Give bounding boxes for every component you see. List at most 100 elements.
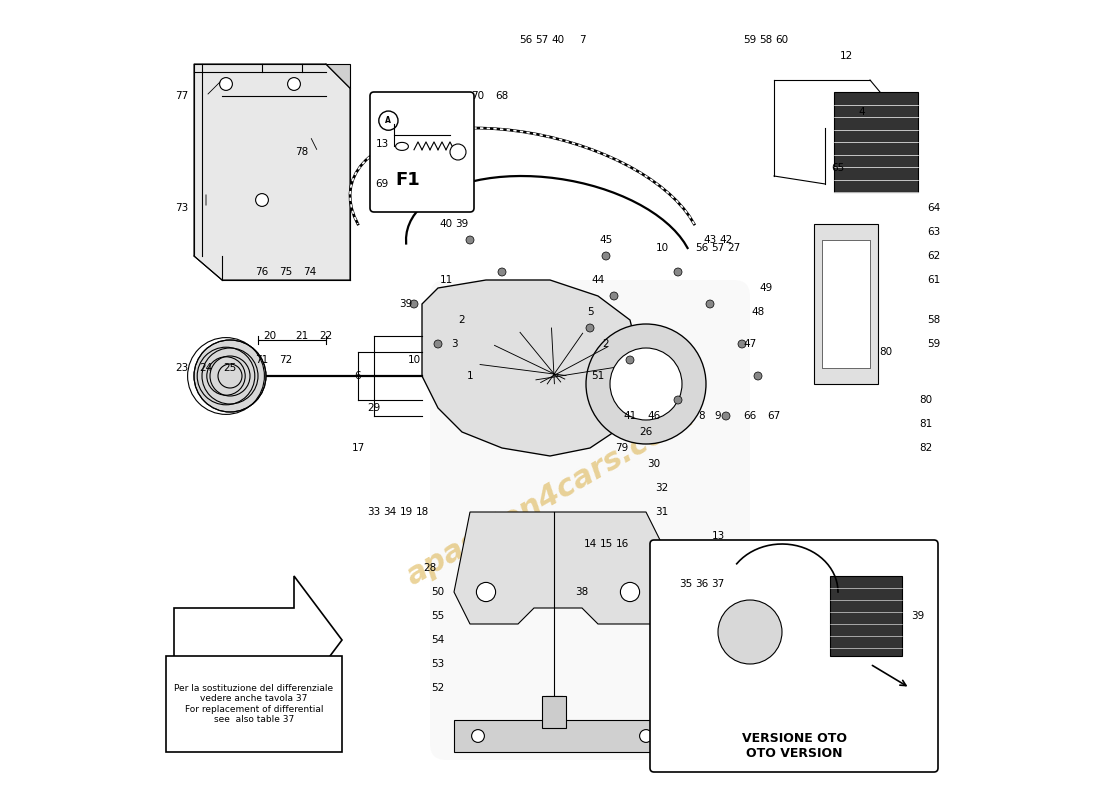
Circle shape (610, 348, 682, 420)
Text: 12: 12 (839, 51, 853, 61)
Text: 26: 26 (639, 427, 652, 437)
Text: 5: 5 (586, 307, 593, 317)
Text: 74: 74 (304, 267, 317, 277)
Text: 70: 70 (472, 91, 485, 101)
Text: 45: 45 (600, 235, 613, 245)
FancyBboxPatch shape (166, 656, 342, 752)
Text: 44: 44 (592, 275, 605, 285)
Text: 16: 16 (615, 539, 628, 549)
Bar (542, 696, 566, 728)
Text: 39: 39 (399, 299, 412, 309)
Circle shape (472, 730, 484, 742)
Circle shape (738, 340, 746, 348)
Circle shape (626, 356, 634, 364)
Circle shape (639, 730, 652, 742)
Text: 56: 56 (519, 35, 532, 45)
Text: 57: 57 (712, 243, 725, 253)
Text: 77: 77 (175, 91, 188, 101)
Circle shape (674, 268, 682, 276)
Circle shape (586, 324, 706, 444)
Circle shape (722, 412, 730, 420)
Text: 58: 58 (759, 35, 772, 45)
Text: 37: 37 (712, 579, 725, 589)
Text: 67: 67 (768, 411, 781, 421)
Text: 80: 80 (920, 395, 933, 405)
Text: 46: 46 (648, 411, 661, 421)
Polygon shape (326, 64, 350, 88)
Text: 47: 47 (744, 339, 757, 349)
Text: VERSIONE OTO
OTO VERSION: VERSIONE OTO OTO VERSION (741, 731, 847, 760)
Text: 81: 81 (920, 419, 933, 429)
Text: 19: 19 (399, 507, 412, 517)
Text: 57: 57 (536, 35, 549, 45)
Text: 24: 24 (199, 363, 212, 373)
Text: 52: 52 (431, 683, 444, 693)
Circle shape (194, 340, 266, 412)
Circle shape (602, 252, 610, 260)
Bar (834, 92, 918, 192)
Text: 4: 4 (859, 107, 866, 117)
Text: 10: 10 (656, 243, 669, 253)
Circle shape (498, 268, 506, 276)
Polygon shape (174, 576, 342, 704)
Text: 6: 6 (354, 371, 361, 381)
Circle shape (674, 396, 682, 404)
Text: 11: 11 (439, 275, 452, 285)
Text: 23: 23 (175, 363, 188, 373)
Text: 2: 2 (459, 315, 465, 325)
Circle shape (378, 111, 398, 130)
Text: 48: 48 (751, 307, 764, 317)
Text: 55: 55 (431, 611, 444, 621)
Text: 39: 39 (455, 219, 469, 229)
Text: F1: F1 (395, 171, 420, 189)
Text: 49: 49 (759, 283, 772, 293)
Text: 71: 71 (255, 355, 268, 365)
Text: 41: 41 (624, 411, 637, 421)
Circle shape (586, 324, 594, 332)
Text: A: A (385, 116, 392, 125)
Text: 8: 8 (698, 411, 705, 421)
Text: 59: 59 (927, 339, 940, 349)
FancyBboxPatch shape (430, 280, 750, 760)
FancyBboxPatch shape (370, 92, 474, 212)
Text: 43: 43 (703, 235, 716, 245)
Text: 1: 1 (466, 371, 473, 381)
Text: 63: 63 (927, 227, 940, 237)
Text: 59: 59 (744, 35, 757, 45)
Text: 66: 66 (744, 411, 757, 421)
Text: 13: 13 (375, 139, 388, 149)
Text: 22: 22 (319, 331, 332, 341)
Text: 9: 9 (715, 411, 722, 421)
Text: 53: 53 (431, 659, 444, 669)
Text: 13: 13 (712, 531, 725, 541)
Text: 32: 32 (656, 483, 669, 493)
Text: 15: 15 (600, 539, 613, 549)
Circle shape (220, 78, 232, 90)
Circle shape (410, 300, 418, 308)
Text: 56: 56 (695, 243, 708, 253)
Text: 58: 58 (927, 315, 940, 325)
Text: 10: 10 (407, 355, 420, 365)
Text: 27: 27 (727, 243, 740, 253)
Text: 33: 33 (367, 507, 381, 517)
Text: 14: 14 (583, 539, 596, 549)
Bar (454, 720, 678, 752)
Text: 78: 78 (296, 147, 309, 157)
Bar (822, 240, 870, 368)
Circle shape (434, 340, 442, 348)
Text: 65: 65 (832, 163, 845, 173)
Text: 3: 3 (451, 339, 458, 349)
FancyBboxPatch shape (650, 540, 938, 772)
Polygon shape (422, 280, 638, 456)
Text: 20: 20 (263, 331, 276, 341)
Circle shape (754, 372, 762, 380)
Text: apassion4cars.com: apassion4cars.com (400, 402, 700, 590)
Text: 31: 31 (656, 507, 669, 517)
Text: 60: 60 (776, 35, 789, 45)
Text: 7: 7 (579, 35, 585, 45)
Circle shape (706, 300, 714, 308)
Circle shape (450, 144, 466, 160)
Text: 61: 61 (927, 275, 940, 285)
Text: 35: 35 (680, 579, 693, 589)
Text: 36: 36 (695, 579, 708, 589)
